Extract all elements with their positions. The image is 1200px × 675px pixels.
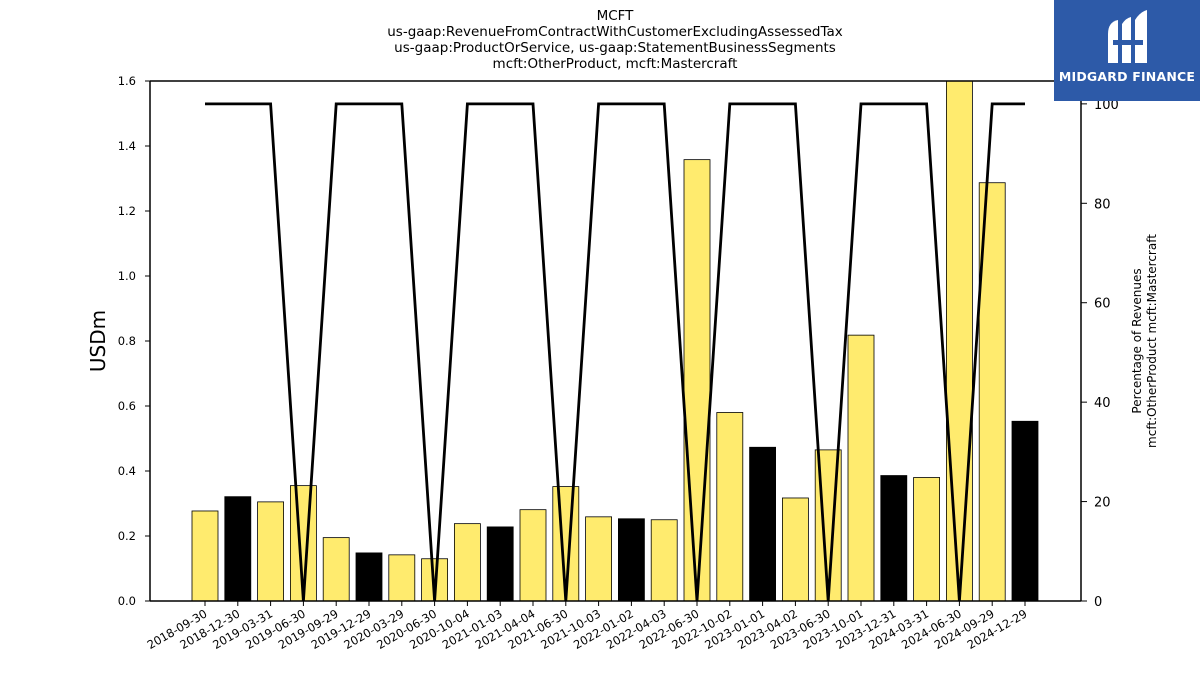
title-line: mcft:OtherProduct, mcft:Mastercraft (493, 56, 738, 72)
percentage-line-group (205, 102, 1025, 602)
bar (618, 518, 645, 602)
bar (585, 516, 612, 602)
bar (946, 80, 973, 602)
left-tick-label: 0.8 (118, 334, 136, 348)
title-line: us-gaap:ProductOrService, us-gaap:Statem… (394, 40, 836, 56)
logo-text: MIDGARD FINANCE (1058, 69, 1196, 84)
left-tick-label: 0.4 (118, 464, 136, 478)
right-tick-label: 0 (1094, 595, 1102, 610)
axes (149, 80, 1082, 602)
left-tick-label: 1.0 (118, 269, 136, 283)
left-tick-label: 0.6 (118, 399, 136, 413)
left-tick-label: 1.4 (118, 139, 136, 153)
bar (749, 446, 776, 602)
bar (486, 526, 514, 602)
bar (716, 412, 744, 602)
bar (453, 523, 481, 602)
bars (191, 80, 1039, 602)
y-axis-right-label: Percentage of Revenues mcft:OtherProduct … (1130, 234, 1159, 448)
bar (847, 334, 875, 602)
bar (1011, 420, 1039, 602)
bar (191, 510, 219, 602)
left-tick-label: 0.2 (118, 529, 136, 543)
bar (322, 537, 350, 602)
left-tick-label: 1.6 (118, 74, 136, 88)
bar (913, 477, 940, 602)
bar (388, 554, 416, 602)
bar (650, 519, 678, 602)
right-tick-label: 80 (1094, 197, 1111, 212)
bar (519, 509, 547, 602)
right-axis-label-line: mcft:OtherProduct mcft:Mastercraft (1145, 234, 1159, 448)
right-axis-label-line: Percentage of Revenues (1130, 268, 1144, 413)
left-axis-ticks: 0.0 0.2 0.4 0.6 0.8 1.0 1.2 1.4 1.6 (118, 74, 150, 608)
bar (257, 501, 285, 602)
chart-title: MCFTus-gaap:RevenueFromContractWithCusto… (387, 8, 843, 72)
right-tick-label: 60 (1094, 297, 1111, 312)
bar (224, 496, 252, 602)
right-tick-label: 40 (1094, 396, 1111, 411)
right-tick-label: 100 (1094, 98, 1119, 113)
x-axis-ticks: 2018-09-302018-12-302019-03-312019-06-30… (145, 601, 1030, 652)
bar (683, 159, 711, 602)
y-axis-label: USDm (86, 310, 110, 372)
bar (552, 486, 580, 602)
percentage-line (205, 102, 1025, 602)
logo: MIDGARD FINANCE (1054, 0, 1200, 101)
title-line: MCFT (597, 8, 635, 24)
logo-mark-icon (1108, 10, 1147, 63)
title-line: us-gaap:RevenueFromContractWithCustomerE… (387, 24, 843, 40)
left-tick-label: 0.0 (118, 594, 136, 608)
left-tick-label: 1.2 (118, 204, 136, 218)
right-axis-ticks: 0 20 40 60 80 100 (1081, 98, 1119, 610)
bar (782, 497, 809, 602)
bar (880, 475, 908, 602)
bar (355, 552, 383, 602)
right-tick-label: 20 (1094, 496, 1111, 511)
